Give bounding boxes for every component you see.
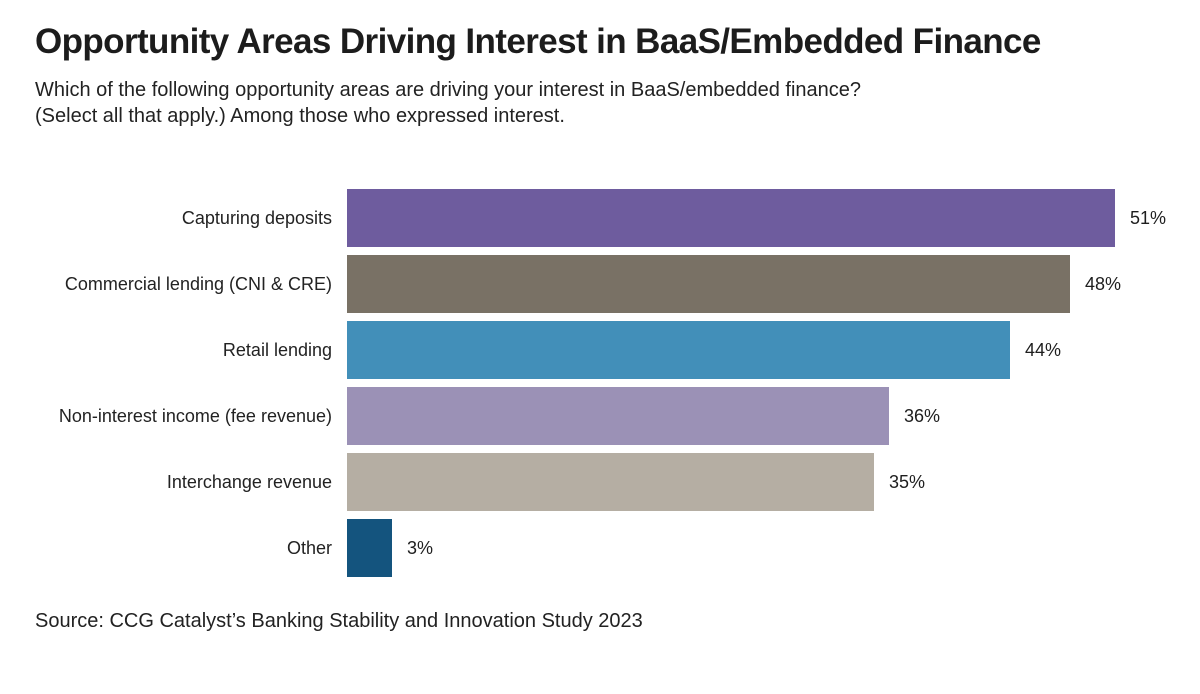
value-label: 48% — [1085, 273, 1122, 294]
category-label: Retail lending — [222, 339, 332, 360]
bar-other — [347, 519, 392, 577]
value-label: 51% — [1130, 207, 1167, 228]
bar-track: 36% — [347, 387, 1200, 445]
bar-chart: Capturing deposits 51% Commercial lending … — [0, 189, 1200, 577]
bar-track: 48% — [347, 255, 1200, 313]
bar-interchange-revenue — [347, 453, 874, 511]
bar-track: 44% — [347, 321, 1200, 379]
chart-subtitle: Which of the following opportunity areas… — [35, 77, 1165, 129]
bar-row: Commercial lending (CNI & CRE) 48% — [0, 255, 1200, 313]
bar-track: 3% — [347, 519, 1200, 577]
bar-track: 35% — [347, 453, 1200, 511]
value-label: 44% — [1025, 339, 1062, 360]
value-label: 36% — [904, 405, 941, 426]
bar-row: Retail lending 44% — [0, 321, 1200, 379]
value-label: 35% — [889, 471, 926, 492]
chart-subtitle-line-2: (Select all that apply.) Among those who… — [35, 105, 565, 127]
category-label: Capturing deposits — [181, 207, 332, 228]
chart-title: Opportunity Areas Driving Interest in Ba… — [35, 22, 1041, 61]
bar-track: 51% — [347, 189, 1200, 247]
bar-non-interest-income-fee-revenue — [347, 387, 889, 445]
infographic: Opportunity Areas Driving Interest in Ba… — [0, 22, 1200, 694]
bar-row: Capturing deposits 51% — [0, 189, 1200, 247]
category-label: Non-interest income (fee revenue) — [58, 405, 332, 426]
bar-capturing-deposits — [347, 189, 1115, 247]
source-note: Source: CCG Catalyst’s Banking Stability… — [35, 610, 643, 632]
bar-row: Non-interest income (fee revenue) 36% — [0, 387, 1200, 445]
chart-subtitle-line-1: Which of the following opportunity areas… — [35, 79, 862, 101]
bar-retail-lending — [347, 321, 1010, 379]
category-label: Interchange revenue — [166, 471, 332, 492]
category-label: Commercial lending (CNI & CRE) — [64, 273, 332, 294]
value-label: 3% — [407, 537, 434, 558]
category-label: Other — [286, 537, 332, 558]
bar-row: Interchange revenue 35% — [0, 453, 1200, 511]
bar-row: Other 3% — [0, 519, 1200, 577]
bar-commercial-lending-cni-cre — [347, 255, 1070, 313]
